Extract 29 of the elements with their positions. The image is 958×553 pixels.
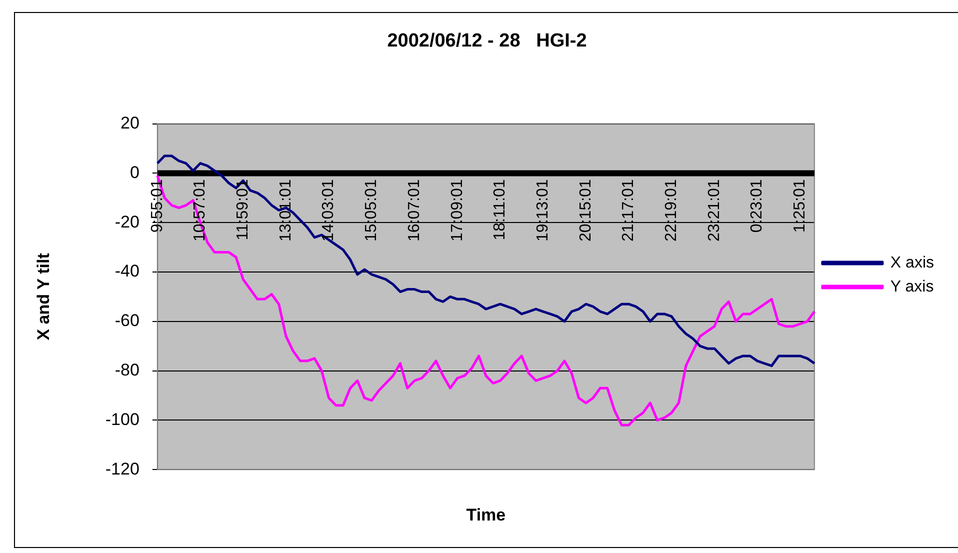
x-tick-label: 23:21:01	[706, 179, 723, 242]
legend-label: X axis	[890, 254, 934, 272]
x-tick-label: 10:57:01	[192, 179, 209, 242]
y-tick-label: -80	[114, 360, 140, 380]
x-tick-label: 14:03:01	[320, 179, 338, 242]
y-tick-label: -20	[114, 212, 140, 232]
x-tick-label: 9:55:01	[148, 179, 166, 233]
x-tick-label: 13:01:01	[277, 179, 294, 242]
y-axis-title: X and Y tilt	[34, 252, 53, 340]
legend-label: Y axis	[890, 278, 934, 296]
x-tick-label: 21:17:01	[620, 179, 638, 242]
x-tick-label: 22:19:01	[663, 179, 680, 242]
x-tick-label: 0:23:01	[748, 179, 766, 233]
y-tick-label: -100	[105, 410, 140, 429]
x-axis-title: Time	[466, 505, 506, 524]
x-tick-label: 16:07:01	[406, 179, 423, 242]
x-tick-label: 19:13:01	[534, 179, 552, 242]
x-tick-label: 18:11:01	[492, 179, 509, 240]
y-tick-label: -60	[114, 311, 140, 330]
chart-title: 2002/06/12 - 28 HGI-2	[387, 30, 587, 52]
x-tick-label: 11:59:01	[234, 179, 252, 240]
x-tick-label: 1:25:01	[792, 179, 809, 233]
y-tick-label: -120	[105, 459, 140, 478]
y-tick-label: -40	[114, 262, 140, 281]
x-tick-label: 17:09:01	[448, 179, 466, 242]
y-tick-label: 0	[130, 162, 140, 182]
x-tick-label: 15:05:01	[363, 179, 380, 242]
x-tick-label: 20:15:01	[577, 179, 594, 242]
y-tick-label: 20	[120, 113, 140, 132]
